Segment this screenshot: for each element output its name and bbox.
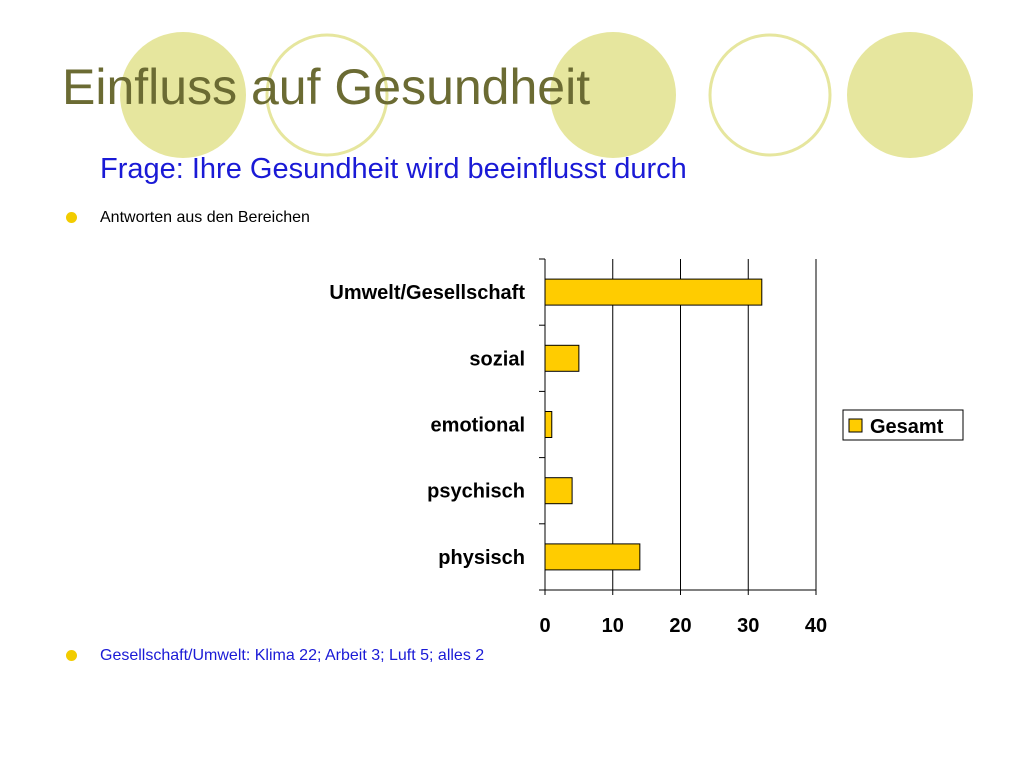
decor-circle-filled bbox=[120, 32, 246, 158]
slide-title: Einfluss auf Gesundheit bbox=[62, 59, 591, 115]
x-tick-label: 30 bbox=[737, 615, 759, 637]
bullet-text: Gesellschaft/Umwelt: Klima 22; Arbeit 3;… bbox=[100, 647, 485, 664]
decor-circle-filled bbox=[847, 32, 973, 158]
slide-subtitle: Frage: Ihre Gesundheit wird beeinflusst … bbox=[100, 153, 687, 185]
category-label: Umwelt/Gesellschaft bbox=[329, 282, 525, 304]
category-label: emotional bbox=[431, 415, 525, 437]
legend-swatch bbox=[848, 418, 863, 433]
legend-label: Gesamt bbox=[870, 416, 944, 438]
x-tick-label: 20 bbox=[669, 615, 691, 637]
decor-circle-outline bbox=[265, 33, 389, 157]
bullet-text: Antworten aus den Bereichen bbox=[100, 209, 310, 226]
category-label: sozial bbox=[469, 348, 525, 370]
category-label: physisch bbox=[438, 547, 525, 569]
bullet-dot-icon bbox=[66, 650, 77, 661]
legend-box bbox=[842, 409, 964, 441]
decor-circle-filled bbox=[550, 32, 676, 158]
decor-circle-outline bbox=[708, 33, 832, 157]
bar bbox=[544, 411, 553, 438]
category-label: psychisch bbox=[427, 481, 525, 503]
bar bbox=[544, 477, 573, 505]
bar bbox=[544, 543, 641, 571]
x-tick-label: 0 bbox=[539, 615, 550, 637]
bar bbox=[544, 344, 580, 372]
bar bbox=[544, 278, 763, 306]
bullet-dot-icon bbox=[66, 212, 77, 223]
x-tick-label: 10 bbox=[602, 615, 624, 637]
x-tick-label: 40 bbox=[805, 615, 827, 637]
